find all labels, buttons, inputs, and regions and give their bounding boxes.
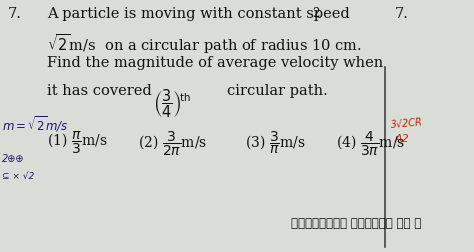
Text: (2) $\dfrac{3}{2\pi}$m/s: (2) $\dfrac{3}{2\pi}$m/s xyxy=(138,130,208,158)
Text: 2: 2 xyxy=(312,7,319,20)
Text: 7.: 7. xyxy=(8,7,22,21)
Text: A2: A2 xyxy=(395,134,410,144)
Text: $\left(\dfrac{3}{4}\right)^{\!\mathrm{th}}$: $\left(\dfrac{3}{4}\right)^{\!\mathrm{th… xyxy=(153,87,191,119)
Text: (3) $\dfrac{3}{\pi}$m/s: (3) $\dfrac{3}{\pi}$m/s xyxy=(245,130,306,156)
Text: A particle is moving with constant speed: A particle is moving with constant speed xyxy=(47,7,350,21)
Text: 3√2CR: 3√2CR xyxy=(390,117,423,130)
Text: Find the magnitude of average velocity when: Find the magnitude of average velocity w… xyxy=(47,56,383,70)
Text: $m{=}\sqrt{2}$m/s: $m{=}\sqrt{2}$m/s xyxy=(2,114,68,134)
Text: (4) $\dfrac{4}{3\pi}$m/s: (4) $\dfrac{4}{3\pi}$m/s xyxy=(336,130,405,158)
Text: circular path.: circular path. xyxy=(227,84,328,98)
Text: it has covered: it has covered xyxy=(47,84,152,98)
Text: प्रत्येक प्रश्न की अ: प्रत्येक प्रश्न की अ xyxy=(291,217,421,230)
Text: 2⊕⊕: 2⊕⊕ xyxy=(2,154,25,164)
Text: $\sqrt{2}$m/s  on a circular path of radius 10 cm.: $\sqrt{2}$m/s on a circular path of radi… xyxy=(47,32,362,56)
Text: ⊆ × √2: ⊆ × √2 xyxy=(2,172,34,181)
Text: (1) $\dfrac{\pi}{3}$m/s: (1) $\dfrac{\pi}{3}$m/s xyxy=(47,130,108,156)
Text: 7.: 7. xyxy=(395,7,409,21)
